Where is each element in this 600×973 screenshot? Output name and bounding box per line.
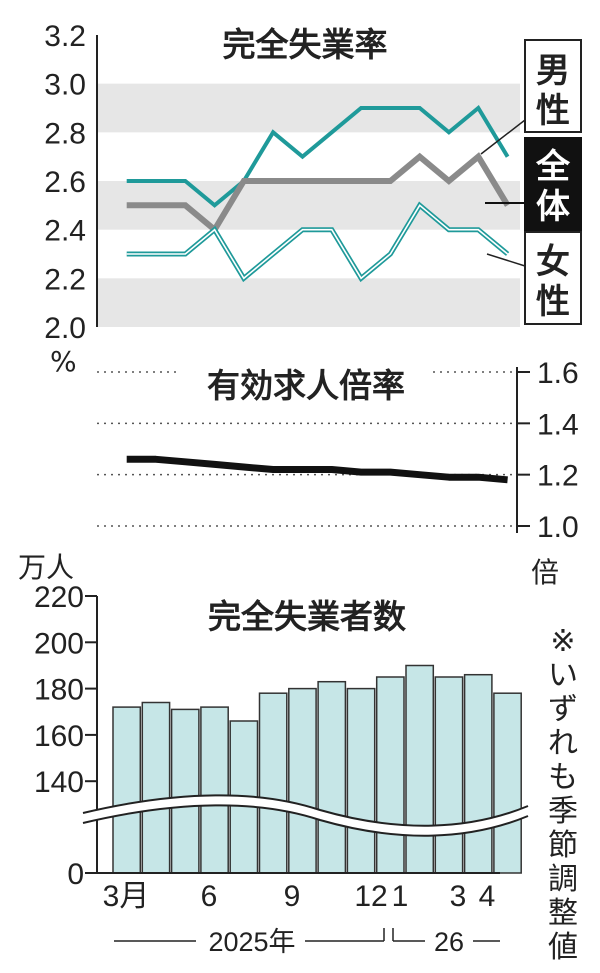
x-label-jan: 1 — [392, 880, 409, 913]
rate-grid-band-0 — [97, 278, 520, 327]
rate-series-group — [126, 104, 511, 283]
period-2026-label: 26 — [434, 927, 464, 957]
persons-bar — [258, 692, 288, 874]
legend-male-box — [524, 39, 582, 133]
rate-tick-label: 2.0 — [44, 312, 86, 345]
legend-male-label-1: 男 — [536, 51, 570, 91]
legend-total-box — [524, 137, 582, 231]
persons-bar — [288, 687, 317, 874]
job-ratio-line — [126, 455, 508, 484]
job-ratio-title: 有効求人倍率 — [207, 366, 405, 405]
rate-line-total — [126, 152, 511, 235]
job-ratio-series-group — [126, 455, 508, 484]
period-bracket-2026: 26 — [392, 927, 500, 957]
persons-bar — [463, 673, 493, 874]
job-ratio-tick-label: 1.2 — [537, 460, 579, 493]
rate-tick-label: 2.4 — [44, 215, 86, 248]
x-axis-labels: 3月 6 9 12 1 3 4 — [103, 880, 496, 913]
rate-tick-label: 2.2 — [44, 263, 86, 296]
job-ratio-tick-label: 1.6 — [537, 357, 579, 390]
legend-female-box — [524, 231, 582, 325]
unemployment-rate-panel: 3.2 3.0 2.8 2.6 2.4 2.2 2.0 完全失業率 % 男 性 全 体 女 … — [44, 20, 582, 378]
note-char: れ — [548, 726, 578, 761]
period-bracket-2025: 2025年 — [114, 927, 385, 957]
rate-tick-label: 2.6 — [44, 166, 86, 199]
note-char: い — [548, 658, 578, 693]
persons-bar — [434, 676, 464, 874]
job-ratio-panel: 1.6 1.4 1.2 1.0 有効求人倍率 倍 — [97, 357, 579, 589]
note-char: 整 — [548, 896, 578, 931]
persons-bar — [200, 706, 229, 874]
persons-tick-label: 200 — [34, 627, 84, 660]
persons-tick-label: 160 — [34, 720, 84, 753]
legend-female-label-2: 性 — [536, 282, 570, 322]
legend-female: 女 性 — [486, 231, 582, 325]
persons-bar — [112, 706, 142, 874]
legend-male: 男 性 — [480, 39, 582, 155]
persons-tick-label: 140 — [34, 766, 84, 799]
legend-female-label-1: 女 — [536, 242, 570, 282]
unemployed-persons-panel: 万人 220 200 180 160 140 0 完全失業者数 — [18, 551, 529, 891]
legend-total-label-1: 全 — [535, 147, 571, 187]
persons-bar — [346, 687, 376, 874]
persons-title-bg — [175, 594, 445, 634]
persons-title: 完全失業者数 — [208, 597, 407, 636]
persons-bar — [405, 664, 435, 874]
note-char: も — [548, 760, 578, 795]
rate-tick-label: 2.8 — [44, 117, 86, 150]
persons-bar — [170, 708, 200, 874]
persons-bar — [493, 692, 522, 874]
axis-break-wave-upper — [82, 794, 529, 827]
period-2025-label: 2025年 — [208, 927, 295, 957]
note-char: 値 — [548, 930, 578, 965]
x-label-mar: 3月 — [103, 880, 150, 913]
persons-bar — [375, 676, 405, 874]
note-char: ず — [548, 692, 578, 727]
note-char: 季 — [548, 794, 578, 829]
rate-band-group — [97, 83, 520, 327]
legend-male-leader — [480, 119, 526, 155]
rate-line-male — [126, 104, 510, 208]
x-label-mar-26: 3 — [450, 880, 467, 913]
persons-tick-group: 220 200 180 160 140 0 — [34, 581, 97, 891]
legend-male-label-2: 性 — [536, 91, 570, 131]
rate-tick-label: 3.0 — [44, 69, 86, 102]
x-label-dec: 12 — [354, 880, 387, 913]
rate-tick-label: 3.2 — [44, 20, 86, 53]
job-ratio-unit-label: 倍 — [531, 556, 559, 589]
note-char: ※ — [550, 624, 575, 659]
persons-bar — [317, 680, 347, 874]
persons-tick-label: 180 — [34, 674, 84, 707]
rate-line-female-inner — [126, 204, 509, 280]
persons-bar-group — [112, 664, 522, 874]
rate-title: 完全失業率 — [223, 25, 388, 64]
x-label-sep: 9 — [284, 880, 301, 913]
rate-grid-band-2 — [97, 83, 520, 133]
persons-tick-label: 0 — [67, 858, 84, 891]
note-char: 調 — [548, 862, 578, 897]
rate-unit-label: % — [50, 345, 77, 378]
legend-female-leader — [486, 253, 526, 267]
job-ratio-title-bg — [180, 364, 430, 404]
persons-unit-label: 万人 — [18, 551, 74, 584]
x-label-apr: 4 — [479, 880, 496, 913]
persons-tick-label: 220 — [34, 581, 84, 614]
job-ratio-tick-group: 1.6 1.4 1.2 1.0 — [517, 357, 579, 544]
x-label-jun: 6 — [201, 880, 218, 913]
persons-bar — [141, 701, 171, 874]
axis-break-wave-lower — [82, 804, 529, 837]
legend-total: 全 体 — [485, 137, 582, 231]
legend-total-label-2: 体 — [536, 187, 570, 227]
rate-tick-group: 3.2 3.0 2.8 2.6 2.4 2.2 2.0 — [44, 20, 86, 345]
note-char: 節 — [548, 828, 578, 863]
job-ratio-tick-label: 1.0 — [537, 511, 579, 544]
job-ratio-tick-label: 1.4 — [537, 408, 579, 441]
